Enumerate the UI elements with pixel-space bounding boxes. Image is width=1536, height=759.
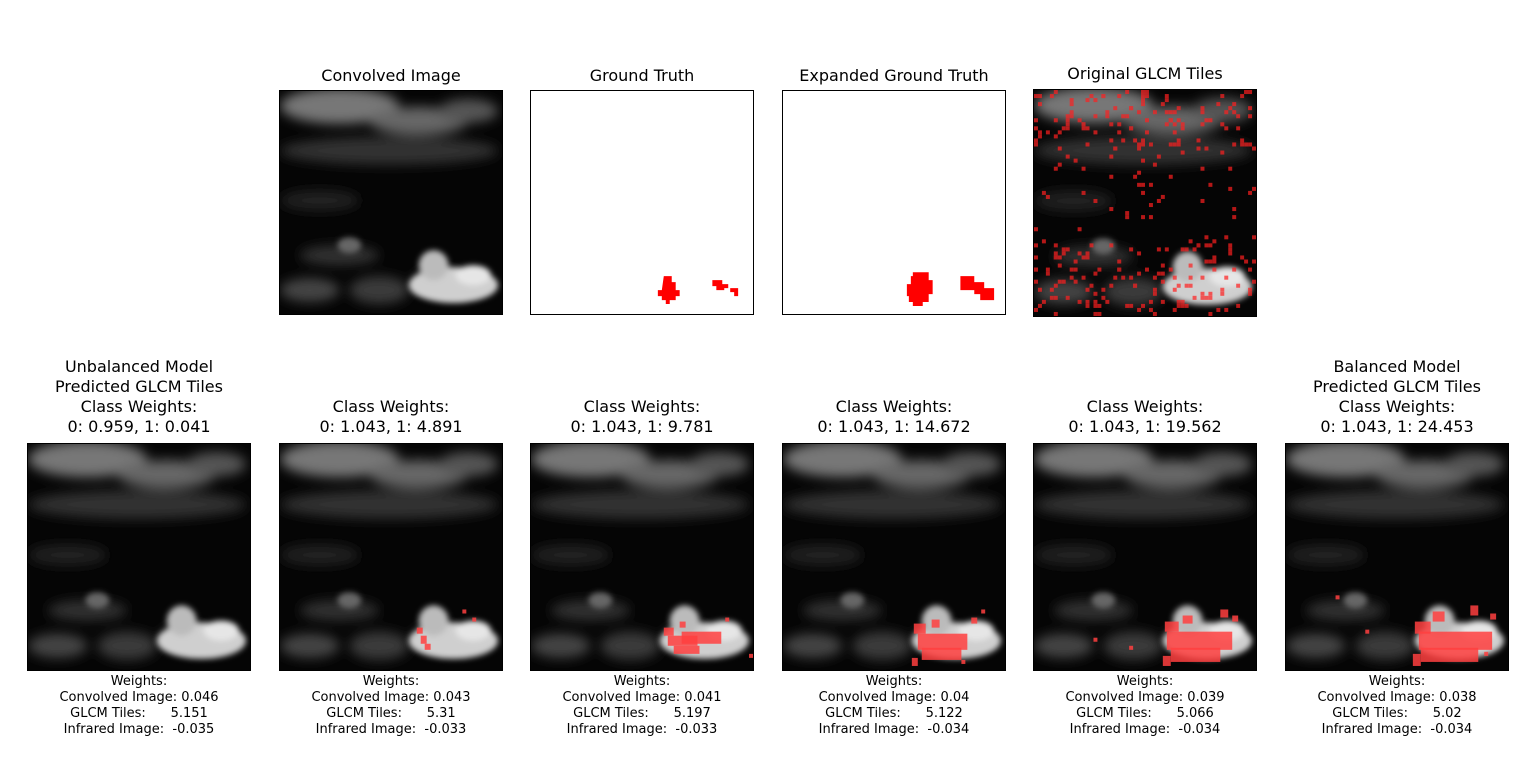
predicted-glcm-tiles-image <box>27 443 251 671</box>
predicted-glcm-tiles-image <box>782 443 1006 671</box>
panel-title: Expanded Ground Truth <box>799 66 989 85</box>
predicted-glcm-tiles-image <box>1033 443 1257 671</box>
panel-title: Class Weights: 0: 1.043, 1: 4.891 <box>319 397 463 436</box>
convolved-image <box>279 90 503 315</box>
panel-title: Class Weights: 0: 1.043, 1: 14.672 <box>817 397 971 436</box>
panel-title: Ground Truth <box>589 66 695 85</box>
ground-truth-mask <box>530 90 754 315</box>
weights-caption: Weights: Convolved Image: 0.04 GLCM Tile… <box>818 674 970 737</box>
panel-title: Convolved Image <box>321 66 461 85</box>
panel-title: Original GLCM Tiles <box>1067 64 1223 83</box>
weights-caption: Weights: Convolved Image: 0.041 GLCM Til… <box>562 674 722 737</box>
panel-title: Unbalanced Model Predicted GLCM Tiles Cl… <box>55 357 223 436</box>
weights-caption: Weights: Convolved Image: 0.043 GLCM Til… <box>311 674 471 737</box>
weights-caption: Weights: Convolved Image: 0.038 GLCM Til… <box>1317 674 1477 737</box>
predicted-glcm-tiles-image <box>279 443 503 671</box>
predicted-glcm-tiles-image <box>530 443 754 671</box>
panel-title: Class Weights: 0: 1.043, 1: 9.781 <box>570 397 714 436</box>
expanded-ground-truth-mask <box>782 90 1006 315</box>
weights-caption: Weights: Convolved Image: 0.039 GLCM Til… <box>1065 674 1225 737</box>
original-glcm-tiles-image <box>1033 89 1257 317</box>
panel-title: Class Weights: 0: 1.043, 1: 19.562 <box>1068 397 1222 436</box>
predicted-glcm-tiles-image <box>1285 443 1509 671</box>
panel-title: Balanced Model Predicted GLCM Tiles Clas… <box>1313 357 1481 436</box>
weights-caption: Weights: Convolved Image: 0.046 GLCM Til… <box>59 674 219 737</box>
